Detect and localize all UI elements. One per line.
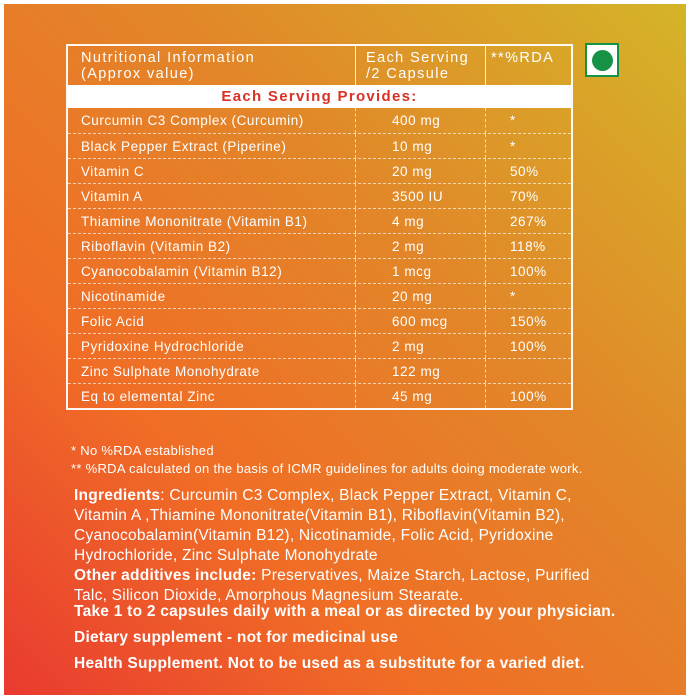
nutrient-rda-cell: 50% <box>485 159 571 183</box>
nutrient-rda-cell: 100% <box>485 259 571 283</box>
nutrient-name-cell: Curcumin C3 Complex (Curcumin) <box>81 113 304 128</box>
table-row: Vitamin C 20 mg 50% <box>68 158 571 183</box>
nutrient-rda-cell: * <box>485 134 571 158</box>
additives-text: Preservatives, Maize Starch, Lactose, Pu… <box>74 567 590 604</box>
footnote-line: * No %RDA established <box>71 443 214 458</box>
nutrient-amount-cell: 122 mg <box>355 359 485 383</box>
additives-paragraph: Other additives include: Preservatives, … <box>74 566 624 606</box>
nutrient-name-cell: Nicotinamide <box>81 288 166 304</box>
veg-mark <box>585 43 619 77</box>
nutrition-table-body: Curcumin C3 Complex (Curcumin) 400 mg * … <box>68 108 571 408</box>
nutrient-rda-cell: * <box>485 108 571 133</box>
nutrient-name-cell: Eq to elemental Zinc <box>81 388 216 404</box>
nutrient-name-cell: Thiamine Mononitrate (Vitamin B1) <box>81 213 308 229</box>
nutrient-amount-cell: 10 mg <box>355 134 485 158</box>
nutrient-rda-cell: 70% <box>485 184 571 208</box>
ingredients-label: Ingredients <box>74 487 161 504</box>
nutrient-amount-cell: 2 mg <box>355 234 485 258</box>
nutrient-amount-cell: 20 mg <box>355 284 485 308</box>
nutrient-name-cell: Riboflavin (Vitamin B2) <box>81 238 231 254</box>
header-nutritional-information: Nutritional Information (Approx value) <box>68 46 355 85</box>
header-col3-label: **%RDA <box>491 50 555 66</box>
table-row: Black Pepper Extract (Piperine) 10 mg * <box>68 133 571 158</box>
nutrient-rda-cell: * <box>485 284 571 308</box>
nutrient-name-cell: Folic Acid <box>81 313 145 329</box>
rda-footnotes: * No %RDA established ** %RDA calculated… <box>71 442 583 477</box>
header-col1-line2: (Approx value) <box>81 66 195 82</box>
nutrient-amount-cell: 45 mg <box>355 384 485 408</box>
header-each-serving: Each Serving /2 Capsule <box>355 46 485 85</box>
header-col2-line1: Each Serving <box>366 50 470 66</box>
each-serving-provides-banner: Each Serving Provides: <box>68 85 571 108</box>
nutrient-name-cell: Cyanocobalamin (Vitamin B12) <box>81 263 283 279</box>
nutrition-table-header: Nutritional Information (Approx value) E… <box>68 46 571 85</box>
nutrient-rda-cell: 267% <box>485 209 571 233</box>
nutrient-rda-cell <box>485 359 571 383</box>
nutrient-name-cell: Vitamin A <box>81 188 143 204</box>
nutrient-amount-cell: 20 mg <box>355 159 485 183</box>
nutrient-amount-cell: 4 mg <box>355 209 485 233</box>
additives-label: Other additives include: <box>74 567 257 584</box>
header-col1-line1: Nutritional Information <box>81 50 256 66</box>
table-row: Vitamin A 3500 IU 70% <box>68 183 571 208</box>
nutrient-name-cell: Pyridoxine Hydrochloride <box>81 338 245 354</box>
table-row: Folic Acid 600 mcg 150% <box>68 308 571 333</box>
nutrient-amount-cell: 400 mg <box>355 108 485 133</box>
directive-line: Dietary supplement - not for medicinal u… <box>74 629 399 646</box>
nutrient-name-cell: Vitamin C <box>81 163 145 179</box>
veg-dot-icon <box>591 49 613 71</box>
table-row: Pyridoxine Hydrochloride 2 mg 100% <box>68 333 571 358</box>
table-row: Zinc Sulphate Monohydrate 122 mg <box>68 358 571 383</box>
table-row: Thiamine Mononitrate (Vitamin B1) 4 mg 2… <box>68 208 571 233</box>
nutrient-name-cell: Zinc Sulphate Monohydrate <box>81 363 260 379</box>
usage-directives: Take 1 to 2 capsules daily with a meal o… <box>74 602 634 680</box>
ingredients-paragraph: Ingredients: Curcumin C3 Complex, Black … <box>74 486 624 566</box>
nutrition-table: Nutritional Information (Approx value) E… <box>66 44 573 410</box>
header-col2-line2: /2 Capsule <box>366 66 450 82</box>
table-row: Eq to elemental Zinc 45 mg 100% <box>68 383 571 408</box>
directive-line: Health Supplement. Not to be used as a s… <box>74 655 585 672</box>
header-rda: **%RDA <box>485 46 571 85</box>
nutrient-name-cell: Black Pepper Extract (Piperine) <box>81 138 287 154</box>
table-row: Riboflavin (Vitamin B2) 2 mg 118% <box>68 233 571 258</box>
table-row: Curcumin C3 Complex (Curcumin) 400 mg * <box>68 108 571 133</box>
nutrient-amount-cell: 3500 IU <box>355 184 485 208</box>
table-row: Cyanocobalamin (Vitamin B12) 1 mcg 100% <box>68 258 571 283</box>
nutrient-rda-cell: 118% <box>485 234 571 258</box>
nutrient-rda-cell: 100% <box>485 334 571 358</box>
directive-line: Take 1 to 2 capsules daily with a meal o… <box>74 603 616 620</box>
table-row: Nicotinamide 20 mg * <box>68 283 571 308</box>
nutrient-amount-cell: 600 mcg <box>355 309 485 333</box>
nutrient-rda-cell: 150% <box>485 309 571 333</box>
footnote-line: ** %RDA calculated on the basis of ICMR … <box>71 460 583 476</box>
ingredients-text: : Curcumin C3 Complex, Black Pepper Extr… <box>74 487 572 564</box>
nutrient-rda-cell: 100% <box>485 384 571 408</box>
nutrient-amount-cell: 1 mcg <box>355 259 485 283</box>
nutrient-amount-cell: 2 mg <box>355 334 485 358</box>
